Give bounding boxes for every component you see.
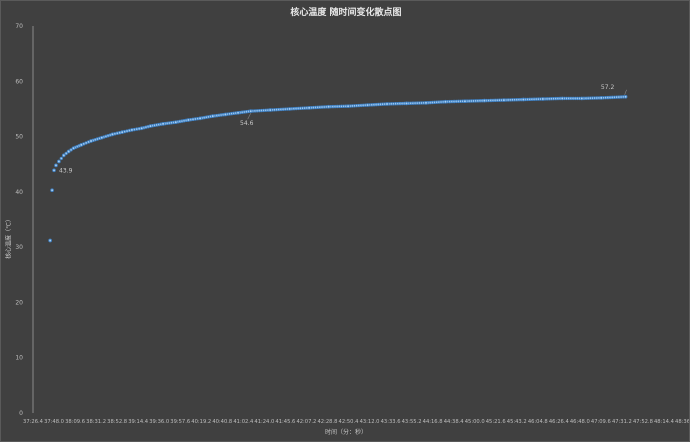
data-point — [307, 105, 311, 110]
x-axis-label: 时间（分：秒） — [324, 429, 367, 436]
y-tick-label: 10 — [15, 355, 23, 362]
data-point-interpolated — [69, 148, 73, 152]
x-tick-label: 38:31.2 — [86, 419, 106, 425]
x-tick-label: 42:50.4 — [339, 419, 360, 425]
x-tick-label: 48:14.4 — [654, 419, 675, 425]
x-tick-label: 37:48.0 — [44, 419, 64, 425]
x-tick-label: 39:57.6 — [170, 419, 190, 425]
data-point — [540, 97, 545, 101]
data-point — [579, 96, 584, 101]
data-point — [502, 98, 506, 102]
x-tick-label: 40:40.8 — [212, 419, 232, 425]
data-point — [139, 126, 144, 131]
x-tick-label: 42:07.2 — [296, 419, 316, 425]
y-tick-label: 20 — [15, 299, 23, 306]
x-tick-label: 40:19.2 — [191, 419, 211, 425]
data-point-interpolated — [64, 151, 68, 156]
data-point — [186, 118, 191, 122]
x-tick-label: 47:09.6 — [591, 419, 611, 425]
data-label: 57.2 — [601, 84, 615, 91]
y-tick-label: 50 — [15, 134, 23, 141]
data-point — [71, 146, 76, 151]
x-tick-label: 46:26.4 — [549, 419, 570, 425]
x-tick-label: 45:00.0 — [465, 419, 485, 425]
data-point — [66, 149, 71, 154]
x-tick-label: 41:24.0 — [254, 419, 274, 425]
y-tick-label: 0 — [19, 410, 23, 417]
x-tick-label: 46:04.8 — [528, 419, 548, 425]
data-point — [599, 96, 604, 100]
x-tick-label: 37:26.4 — [23, 419, 44, 425]
data-point — [210, 114, 215, 118]
x-tick-label: 45:21.6 — [486, 419, 506, 425]
x-tick-label: 46:48.0 — [570, 419, 590, 425]
data-point — [52, 168, 56, 173]
x-tick-label: 41:02.4 — [233, 419, 254, 425]
data-point — [48, 238, 52, 243]
x-tick-label: 44:38.4 — [444, 419, 465, 425]
data-point — [365, 103, 370, 107]
data-point — [268, 108, 273, 112]
data-point — [326, 104, 331, 109]
y-tick-label: 40 — [15, 189, 23, 196]
data-point — [99, 135, 104, 140]
x-tick-label: 43:33.6 — [381, 419, 401, 425]
data-point — [130, 128, 134, 132]
data-label: 43.9 — [59, 167, 73, 174]
data-label: 54.6 — [240, 120, 254, 127]
y-tick-label: 30 — [15, 244, 23, 251]
data-point — [89, 139, 93, 143]
x-tick-label: 38:09.6 — [65, 419, 85, 425]
y-axis-label: 核心温度（℃） — [5, 216, 13, 259]
data-point — [463, 99, 467, 104]
data-point — [424, 100, 428, 105]
data-point — [110, 132, 115, 137]
y-tick-label: 60 — [15, 78, 23, 85]
data-point — [57, 159, 61, 164]
data-point — [173, 120, 178, 125]
data-point — [61, 153, 66, 158]
x-tick-label: 48:36.0 — [675, 419, 690, 425]
x-tick-label: 41:45.6 — [275, 419, 295, 425]
x-tick-label: 43:55.2 — [402, 419, 422, 425]
y-tick-label: 70 — [15, 23, 23, 30]
data-point — [236, 110, 240, 115]
data-point — [482, 98, 487, 103]
data-point — [521, 97, 526, 102]
data-point — [161, 122, 165, 126]
data-point — [623, 94, 628, 99]
x-tick-label: 39:14.4 — [128, 419, 149, 425]
data-point — [346, 104, 350, 109]
data-point — [79, 143, 84, 147]
data-point — [404, 101, 409, 106]
data-point — [148, 124, 153, 128]
leader-line — [247, 113, 251, 120]
leader-line — [624, 89, 627, 95]
data-point — [223, 112, 228, 117]
data-point — [248, 109, 253, 113]
data-point — [198, 116, 202, 121]
x-tick-label: 47:52.8 — [633, 419, 653, 425]
x-tick-label: 45:43.2 — [507, 419, 527, 425]
x-tick-label: 42:28.8 — [317, 419, 337, 425]
x-tick-label: 39:36.0 — [149, 419, 169, 425]
x-tick-label: 43:12.0 — [360, 419, 380, 425]
data-point — [54, 163, 58, 168]
data-point — [443, 99, 448, 104]
x-tick-label: 38:52.8 — [107, 419, 127, 425]
data-point-interpolated — [59, 156, 64, 161]
data-point — [287, 107, 292, 111]
x-tick-label: 44:16.8 — [423, 419, 443, 425]
chart-title: 核心温度 随时间变化散点图 — [290, 8, 402, 18]
data-point — [50, 188, 54, 193]
x-tick-label: 47:31.2 — [612, 419, 632, 425]
data-point — [385, 102, 389, 106]
data-point — [560, 96, 565, 101]
data-point — [120, 130, 125, 134]
